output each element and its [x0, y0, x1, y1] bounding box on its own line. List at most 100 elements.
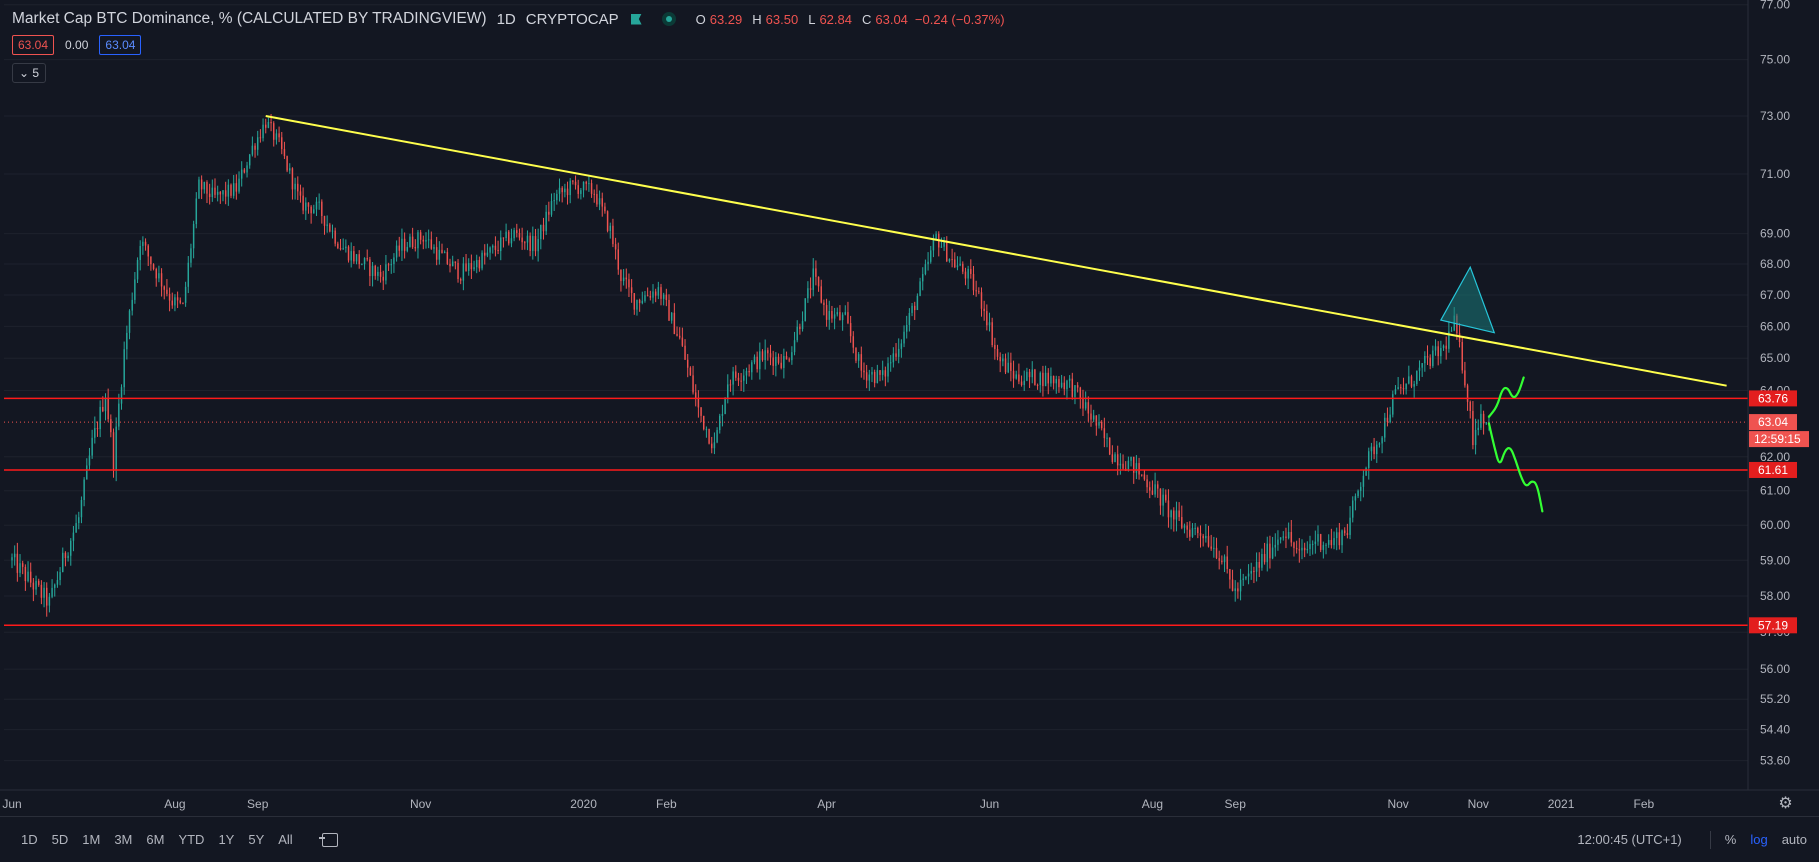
candle	[649, 296, 652, 298]
candle	[21, 563, 24, 567]
candle	[617, 249, 620, 270]
interval-label[interactable]: 1D	[496, 10, 516, 28]
symbol-title[interactable]: Market Cap BTC Dominance, % (CALCULATED …	[12, 10, 487, 27]
candle	[908, 312, 911, 325]
y-tick-label: 59.00	[1760, 553, 1790, 567]
candle	[727, 384, 729, 398]
candle	[484, 252, 486, 256]
candle	[1351, 500, 1354, 518]
candle	[777, 356, 780, 363]
candle	[1039, 372, 1041, 386]
candle	[959, 263, 961, 266]
candle	[1442, 345, 1445, 349]
candle	[1210, 546, 1212, 549]
candle	[291, 168, 294, 190]
candle	[572, 180, 574, 182]
candle	[652, 291, 654, 298]
candle	[529, 235, 531, 251]
candle	[465, 263, 467, 271]
candle	[900, 343, 903, 349]
range-button-1y[interactable]: 1Y	[218, 832, 235, 847]
candle	[1287, 532, 1290, 539]
candle	[601, 198, 603, 207]
candle	[1330, 540, 1333, 546]
x-tick-label: Feb	[1633, 797, 1654, 811]
candle	[179, 300, 182, 303]
candle	[251, 145, 254, 155]
clock[interactable]: 12:00:45 (UTC+1)	[1577, 832, 1682, 847]
candle	[577, 185, 579, 194]
candle	[78, 517, 80, 524]
candle	[1408, 376, 1410, 384]
indicators-collapse-button[interactable]: ⌄ 5	[12, 63, 47, 83]
candle	[1004, 358, 1007, 373]
market-status-icon[interactable]	[661, 12, 676, 26]
range-button-3m[interactable]: 3M	[114, 832, 133, 847]
range-button-6m[interactable]: 6M	[146, 832, 165, 847]
candle	[1023, 380, 1025, 386]
range-button-all[interactable]: All	[278, 832, 293, 847]
candle	[916, 295, 919, 311]
candle	[761, 351, 764, 361]
last-price-tag	[1749, 414, 1797, 431]
candle	[1466, 385, 1469, 402]
candle	[64, 552, 67, 559]
range-button-1d[interactable]: 1D	[21, 832, 38, 847]
goto-date-icon[interactable]	[318, 832, 338, 847]
candle	[972, 273, 975, 291]
candle	[211, 187, 214, 198]
candle	[825, 304, 828, 320]
candle	[70, 540, 72, 556]
range-button-5d[interactable]: 5D	[51, 832, 69, 847]
candle	[462, 263, 465, 281]
candle	[1303, 547, 1306, 551]
log-toggle[interactable]: log	[1750, 832, 1768, 847]
candle	[1068, 378, 1071, 381]
candle	[1255, 561, 1258, 572]
candle	[297, 183, 299, 192]
candle	[857, 354, 860, 361]
candle	[759, 351, 761, 370]
flag-icon[interactable]	[630, 13, 642, 25]
candle	[1058, 379, 1060, 388]
candle	[1132, 456, 1135, 473]
candle	[756, 356, 758, 370]
candle	[43, 587, 45, 598]
candle	[1034, 369, 1036, 385]
candle	[94, 428, 96, 438]
candle	[809, 288, 812, 290]
candle	[548, 211, 550, 215]
auto-toggle[interactable]: auto	[1781, 832, 1807, 847]
candle	[1018, 374, 1020, 382]
candle	[1317, 534, 1319, 542]
candle	[812, 268, 814, 290]
range-button-1m[interactable]: 1M	[82, 832, 101, 847]
candle	[393, 257, 395, 265]
candle	[556, 193, 558, 201]
candle	[999, 356, 1001, 362]
percent-toggle[interactable]: %	[1724, 832, 1737, 847]
candle	[1095, 415, 1098, 426]
candle	[895, 353, 897, 357]
candle	[184, 286, 187, 303]
candle	[855, 347, 857, 361]
candle	[1015, 374, 1017, 379]
candle	[403, 238, 406, 251]
range-button-ytd[interactable]: YTD	[178, 832, 205, 847]
range-button-5y[interactable]: 5Y	[248, 832, 265, 847]
settings-gear-icon[interactable]: ⚙	[1778, 795, 1793, 812]
countdown-tag	[1749, 431, 1809, 448]
candle	[558, 187, 561, 194]
candle	[967, 268, 969, 279]
candle	[694, 392, 697, 399]
candle	[329, 224, 331, 232]
candle	[769, 353, 772, 358]
candle	[240, 169, 243, 179]
level-price-tag	[1749, 390, 1797, 407]
candle	[844, 312, 847, 315]
candle	[1384, 417, 1386, 438]
candle	[1231, 579, 1234, 591]
candle	[911, 305, 913, 313]
candle	[1335, 532, 1338, 539]
